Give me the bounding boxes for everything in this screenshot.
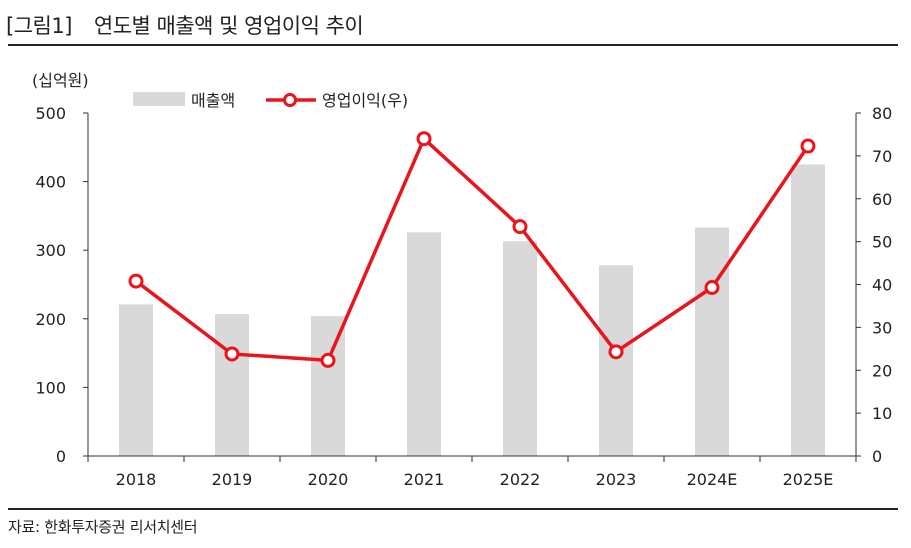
sales-bar <box>407 232 441 456</box>
left-tick-label: 100 <box>35 378 66 397</box>
sales-bars <box>119 164 825 456</box>
source-note: 자료: 한화투자증권 리서치센터 <box>8 518 198 536</box>
right-tick-label: 30 <box>872 318 892 337</box>
sales-bar <box>791 164 825 456</box>
op-profit-point <box>224 346 240 362</box>
op-profit-point <box>704 280 720 296</box>
x-tick-label: 2024E <box>687 470 738 489</box>
op-profit-line <box>128 131 816 368</box>
legend-label-sales: 매출액 <box>191 91 235 110</box>
right-tick-label: 50 <box>872 233 892 252</box>
right-tick-label: 80 <box>872 104 892 123</box>
right-tick-label: 60 <box>872 190 892 209</box>
left-tick-label: 0 <box>56 447 66 466</box>
right-tick-label: 70 <box>872 147 892 166</box>
x-tick-label: 2019 <box>212 470 253 489</box>
op-profit-point <box>512 219 528 235</box>
figure-number: [그림1] <box>6 14 72 38</box>
sales-bar <box>695 227 729 456</box>
sales-bar <box>503 241 537 456</box>
left-tick-label: 300 <box>35 241 66 260</box>
top-rule <box>8 44 898 46</box>
op-profit-point <box>800 138 816 154</box>
left-axis-unit: (십억원) <box>32 71 89 90</box>
bottom-rule <box>8 508 898 510</box>
x-tick-label: 2021 <box>404 470 445 489</box>
sales-bar <box>119 304 153 456</box>
right-tick-label: 10 <box>872 404 892 423</box>
legend-bar-swatch <box>133 92 185 106</box>
x-tick-label: 2023 <box>596 470 637 489</box>
op-profit-polyline <box>134 136 810 363</box>
x-tick-label: 2022 <box>500 470 541 489</box>
op-profit-point <box>416 131 432 147</box>
sales-bar <box>311 316 345 456</box>
op-profit-point <box>128 273 144 289</box>
right-tick-label: 0 <box>872 447 882 466</box>
figure-title: 연도별 매출액 및 영업이익 추이 <box>93 14 364 38</box>
op-profit-point <box>320 352 336 368</box>
left-tick-label: 500 <box>35 104 66 123</box>
legend: 매출액 영업이익(우) <box>133 91 408 110</box>
sales-bar <box>215 313 249 456</box>
left-tick-label: 400 <box>35 173 66 192</box>
figure-header: [그림1] 연도별 매출액 및 영업이익 추이 <box>6 10 364 40</box>
op-profit-point <box>608 344 624 360</box>
axes: 0 100 200 300 400 500 0 10 20 30 40 50 60 70 80 2018 201… <box>35 104 892 489</box>
x-tick-label: 2020 <box>308 470 349 489</box>
legend-label-op-profit: 영업이익(우) <box>322 91 408 110</box>
right-tick-label: 20 <box>872 361 892 380</box>
left-tick-label: 200 <box>35 310 66 329</box>
sales-bar <box>599 265 633 456</box>
x-tick-label: 2018 <box>116 470 157 489</box>
legend-marker <box>283 93 297 107</box>
right-tick-label: 40 <box>872 276 892 295</box>
x-tick-label: 2025E <box>783 470 834 489</box>
